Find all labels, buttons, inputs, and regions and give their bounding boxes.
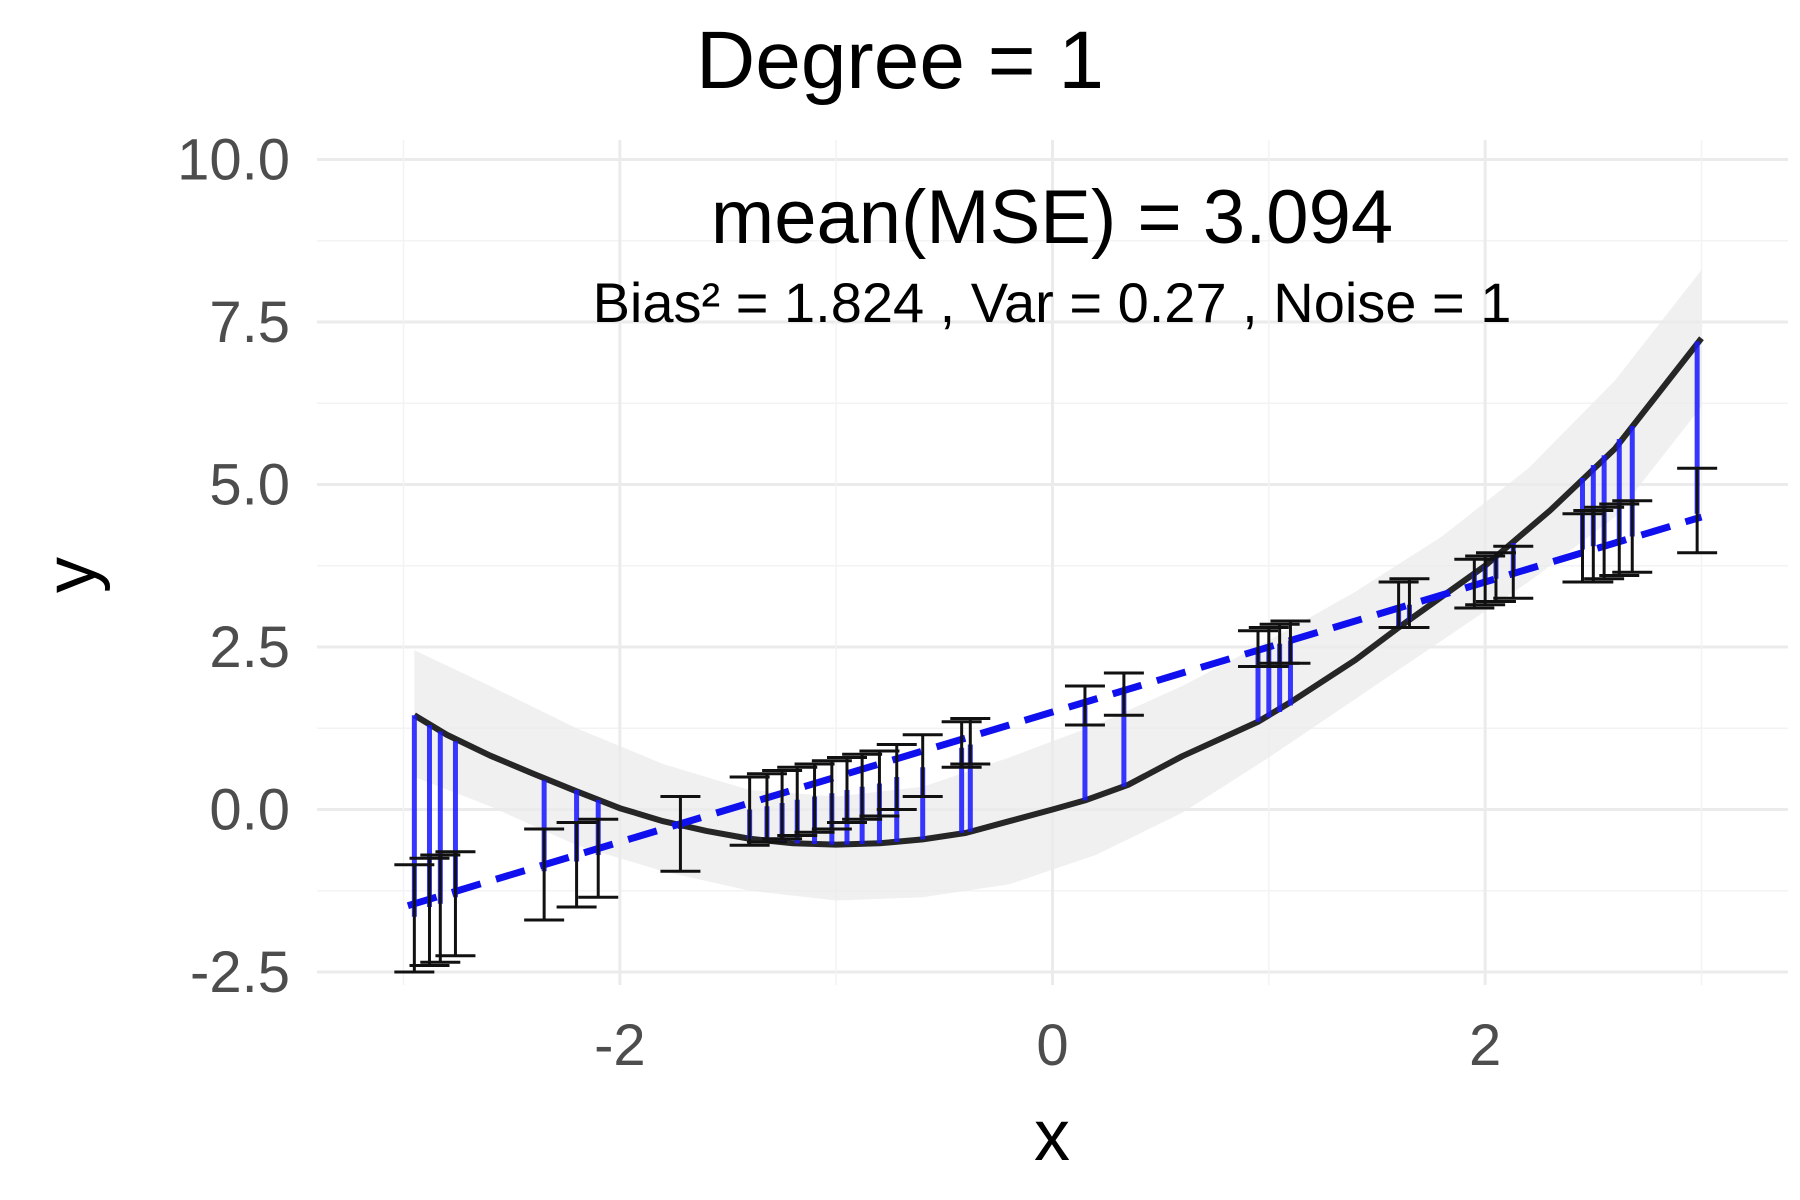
y-axis-ticks: -2.5 0.0 2.5 5.0 7.5 10.0	[177, 128, 290, 1006]
x-tick-label-0: -2	[594, 1013, 646, 1078]
errorbar-24	[1248, 626, 1289, 668]
x-axis-ticks: -2 0 2	[594, 1013, 1501, 1078]
errorbar-2	[420, 853, 461, 964]
errorbar-8	[729, 775, 770, 847]
errorbar-17	[876, 743, 917, 811]
errorbar-6	[578, 817, 619, 899]
errorbar-4	[524, 827, 565, 922]
errorbar-7	[660, 795, 701, 873]
errorbar-38	[1677, 466, 1718, 555]
errorbar-21	[1064, 684, 1105, 727]
errorbar-1	[409, 856, 450, 967]
errorbar-19	[941, 720, 982, 769]
errorbar-22	[1103, 671, 1144, 717]
errorbar-3	[435, 850, 476, 958]
ribbon-band	[414, 270, 1702, 901]
y-tick-label-4: 7.5	[209, 290, 290, 355]
chart-title: Degree = 1	[696, 15, 1104, 106]
errorbar-9	[746, 772, 787, 844]
errorbar-30	[1465, 554, 1506, 607]
errorbar-0	[394, 863, 435, 974]
x-tick-label-2: 2	[1469, 1013, 1501, 1078]
errorbar-10	[762, 769, 803, 841]
true-curve-line	[412, 336, 1704, 848]
errorbar-28	[1389, 577, 1430, 629]
x-axis-label: x	[1034, 1096, 1070, 1176]
errorbar-5	[556, 821, 597, 909]
x-tick-label-1: 0	[1036, 1013, 1068, 1078]
y-tick-label-0: -2.5	[190, 940, 290, 1005]
y-tick-label-2: 2.5	[209, 615, 290, 680]
mse-annotation: mean(MSE) = 3.094	[711, 175, 1393, 260]
y-tick-label-3: 5.0	[209, 453, 290, 518]
errorbar-29	[1454, 557, 1495, 610]
y-axis-label: y	[31, 557, 111, 593]
errorbar-37	[1612, 499, 1653, 574]
prediction-errorbars	[394, 466, 1718, 974]
errorbar-13	[811, 759, 852, 831]
errorbar-15	[842, 752, 883, 821]
errorbar-12	[794, 762, 835, 834]
errorbar-18	[902, 733, 943, 798]
true-function-curve	[412, 336, 1704, 848]
y-tick-label-1: 0.0	[209, 778, 290, 843]
errorbar-31	[1475, 551, 1516, 603]
y-tick-label-5: 10.0	[177, 128, 290, 193]
errorbar-11	[777, 765, 818, 837]
errorbar-20	[950, 717, 991, 766]
bias-var-noise-annotation: Bias² = 1.824 , Var = 0.27 , Noise = 1	[593, 271, 1512, 334]
errorbar-14	[826, 756, 867, 824]
errorbar-35	[1584, 505, 1625, 581]
errorbar-16	[859, 749, 900, 818]
errorbar-32	[1493, 544, 1534, 600]
confidence-ribbon	[414, 270, 1702, 901]
errorbar-34	[1573, 509, 1614, 584]
errorbar-26	[1270, 619, 1311, 665]
